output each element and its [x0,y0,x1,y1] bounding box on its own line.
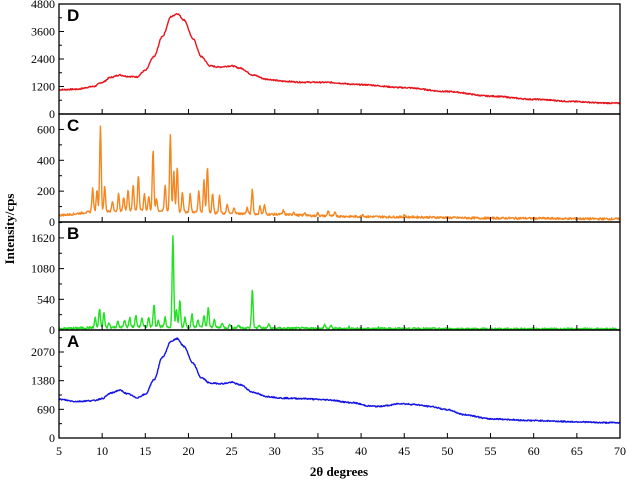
panel-frame-d [58,3,621,115]
y-axis-title: Intensity/cps [2,194,17,265]
y-tick-label: 690 [37,402,55,416]
panel-frame-b [58,221,621,331]
x-tick-label: 65 [571,444,583,458]
y-tick-label: 3600 [31,25,55,39]
x-tick-label: 35 [312,444,324,458]
panel-label-a: A [67,332,79,351]
y-tick-label: 1380 [31,374,55,388]
x-tick-label: 70 [614,444,626,458]
y-tick-label: 4800 [31,0,55,11]
y-tick-label: 2070 [31,345,55,359]
series-line-a [58,337,621,424]
y-tick-label: 200 [37,184,55,198]
y-tick-label: 540 [37,292,55,306]
x-tick-label: 15 [139,444,151,458]
x-tick-label: 45 [398,444,410,458]
x-tick-label: 10 [96,444,108,458]
series-line-c [58,125,621,221]
panel-label-d: D [67,6,79,25]
x-axis-title: 2θ degrees [310,464,368,479]
x-tick-label: 40 [355,444,367,458]
y-tick-label: 1200 [31,80,55,94]
panel-frame-a [58,329,621,439]
y-tick-label: 400 [37,153,55,167]
y-tick-label: 600 [37,122,55,136]
x-tick-label: 30 [269,444,281,458]
y-tick-label: 0 [49,215,55,229]
y-tick-label: 0 [49,107,55,121]
y-tick-label: 2400 [31,52,55,66]
series-line-b [58,235,621,331]
panel-label-b: B [67,224,79,243]
x-tick-label: 25 [226,444,238,458]
y-tick-label: 0 [49,323,55,337]
x-tick-label: 55 [485,444,497,458]
y-tick-label: 0 [49,431,55,445]
y-tick-label: 1620 [31,231,55,245]
panel-label-c: C [67,116,79,135]
x-tick-label: 60 [528,444,540,458]
series-line-d [58,13,621,105]
x-tick-label: 5 [56,444,62,458]
x-tick-label: 20 [182,444,194,458]
x-tick-label: 50 [441,444,453,458]
y-tick-label: 1080 [31,262,55,276]
